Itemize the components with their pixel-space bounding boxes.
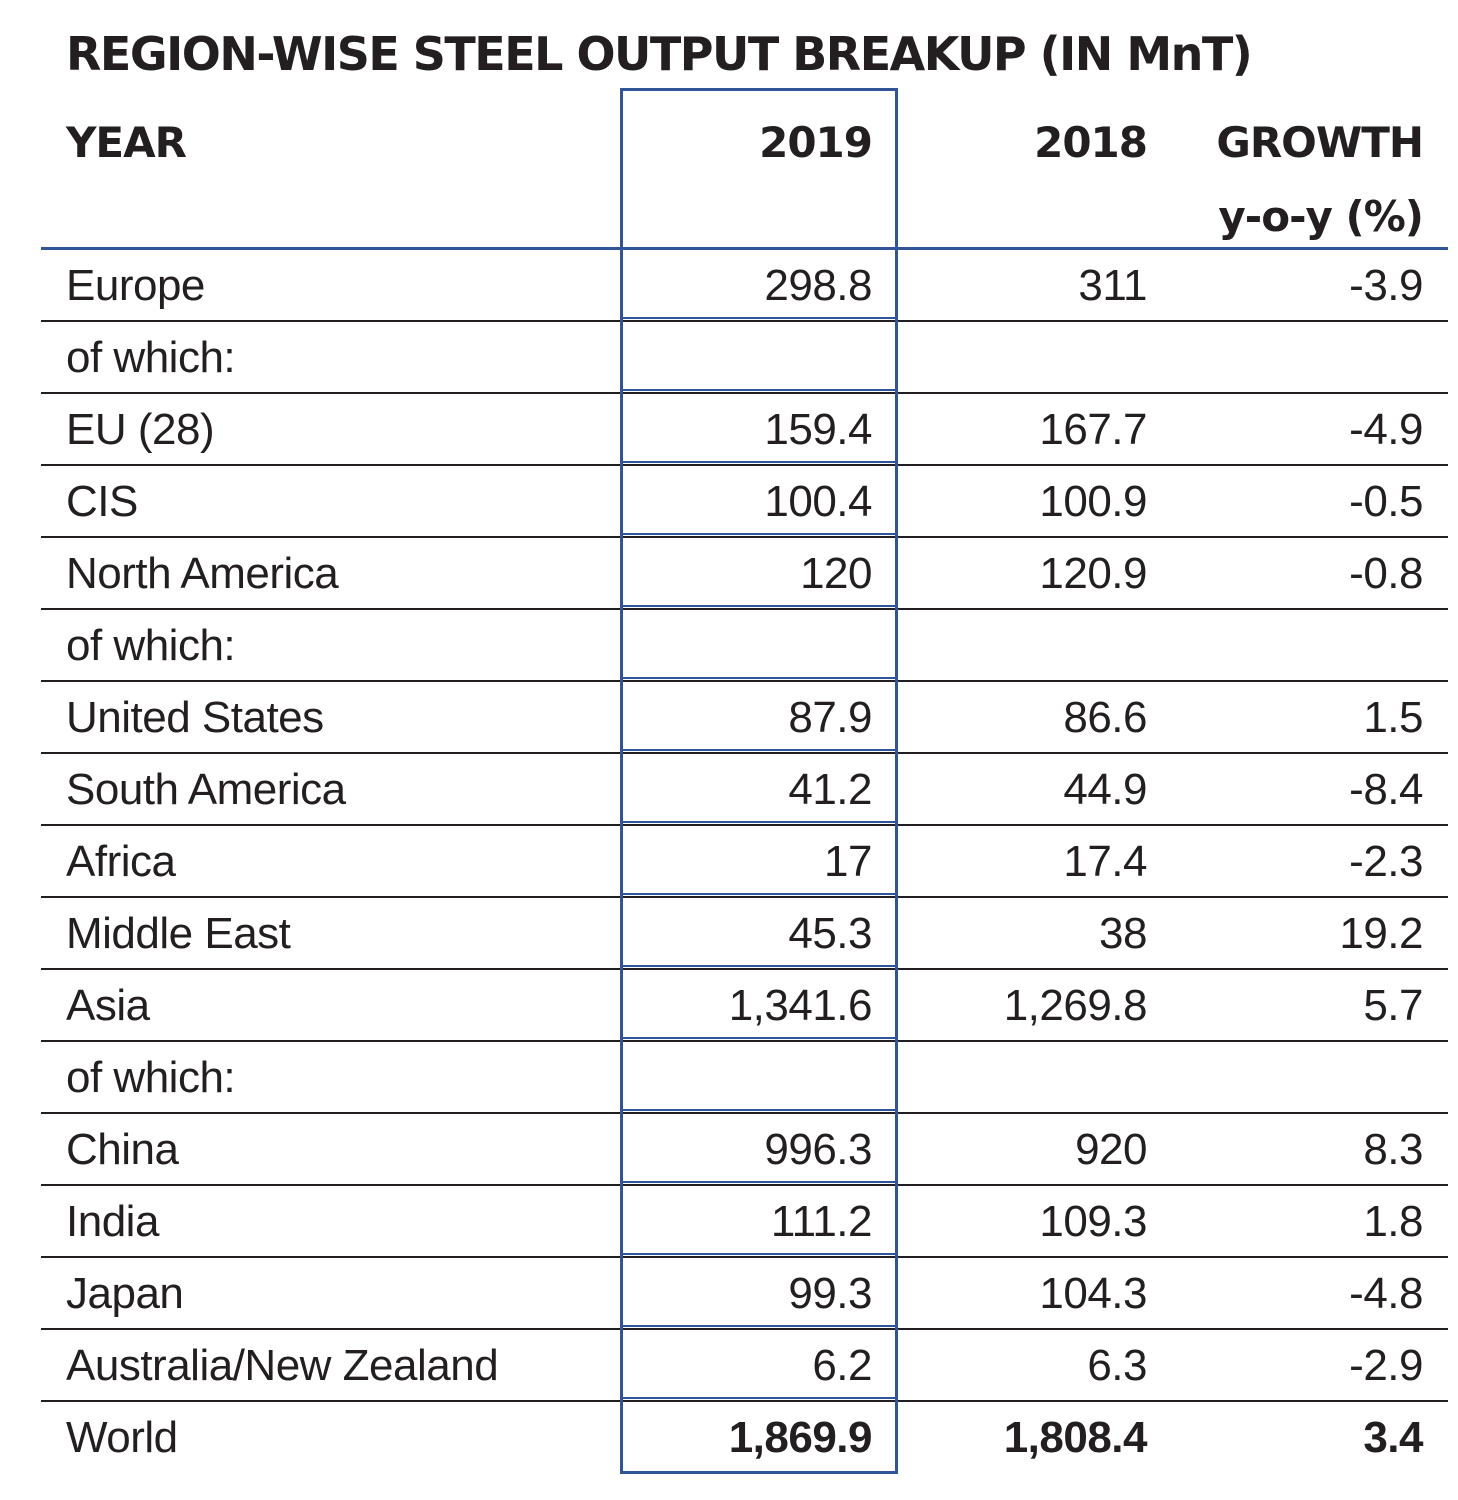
table-header: YEAR 2019 2018 GROWTH y-o-y (%) <box>41 88 1448 250</box>
value-2019-cell: 996.3 <box>764 1125 872 1174</box>
table-row: India 111.2 109.3 1.8 <box>41 1186 1448 1258</box>
table-row: of which: <box>41 610 1448 682</box>
growth-cell: 3.4 <box>1363 1413 1423 1462</box>
region-cell: Middle East <box>66 909 291 958</box>
region-cell: of which: <box>66 333 236 382</box>
value-2018-cell: 167.7 <box>1039 405 1147 454</box>
table-body: Europe 298.8 311 -3.9 of which: EU (28) … <box>41 250 1448 1475</box>
region-cell: North America <box>66 549 339 598</box>
value-2019-cell: 298.8 <box>764 261 872 310</box>
region-cell: United States <box>66 693 324 742</box>
value-2019-cell: 17 <box>824 837 872 886</box>
value-2018-cell: 1,269.8 <box>1003 981 1148 1030</box>
growth-cell: -8.4 <box>1349 765 1423 814</box>
table-row: Middle East 45.3 38 19.2 <box>41 898 1448 970</box>
table-row: Europe 298.8 311 -3.9 <box>41 250 1448 322</box>
value-2019-cell: 41.2 <box>788 765 872 814</box>
growth-cell: -4.8 <box>1349 1269 1423 1318</box>
region-cell: South America <box>66 765 346 814</box>
table-row: South America 41.2 44.9 -8.4 <box>41 754 1448 826</box>
table-row: Asia 1,341.6 1,269.8 5.7 <box>41 970 1448 1042</box>
table-row: North America 120 120.9 -0.8 <box>41 538 1448 610</box>
value-2018-cell: 1,808.4 <box>1003 1413 1148 1462</box>
table-row: Australia/New Zealand 6.2 6.3 -2.9 <box>41 1330 1448 1402</box>
value-2018-cell: 6.3 <box>1087 1341 1147 1390</box>
growth-cell: 8.3 <box>1363 1125 1423 1174</box>
growth-cell: -2.9 <box>1349 1341 1423 1390</box>
value-2018-cell: 100.9 <box>1039 477 1147 526</box>
growth-cell: -2.3 <box>1349 837 1423 886</box>
table-row: CIS 100.4 100.9 -0.5 <box>41 466 1448 538</box>
value-2019-cell: 100.4 <box>764 477 872 526</box>
value-2018-cell: 17.4 <box>1063 837 1147 886</box>
region-cell: China <box>66 1125 179 1174</box>
header-2019: 2019 <box>759 118 873 167</box>
region-cell: World <box>66 1413 178 1462</box>
growth-cell: -4.9 <box>1349 405 1423 454</box>
table-row: of which: <box>41 1042 1448 1114</box>
region-cell: Africa <box>66 837 176 886</box>
growth-cell: -3.9 <box>1349 261 1423 310</box>
table-row: Africa 17 17.4 -2.3 <box>41 826 1448 898</box>
value-2018-cell: 44.9 <box>1063 765 1147 814</box>
value-2018-cell: 311 <box>1078 261 1147 310</box>
growth-cell: 1.8 <box>1363 1197 1423 1246</box>
value-2018-cell: 120.9 <box>1039 549 1147 598</box>
region-cell: Europe <box>66 261 205 310</box>
value-2018-cell: 109.3 <box>1039 1197 1147 1246</box>
growth-cell: -0.8 <box>1349 549 1423 598</box>
table-row: EU (28) 159.4 167.7 -4.9 <box>41 394 1448 466</box>
region-cell: Japan <box>66 1269 184 1318</box>
value-2019-cell: 1,869.9 <box>728 1413 873 1462</box>
region-cell: of which: <box>66 1053 236 1102</box>
header-growth-unit: y-o-y (%) <box>1218 192 1424 241</box>
value-2018-cell: 38 <box>1099 909 1147 958</box>
table-row-total: World 1,869.9 1,808.4 3.4 <box>41 1402 1448 1475</box>
header-year: YEAR <box>66 118 187 167</box>
value-2019-cell: 120 <box>800 549 872 598</box>
region-cell: of which: <box>66 621 236 670</box>
value-2019-cell: 111.2 <box>770 1197 873 1246</box>
region-cell: EU (28) <box>66 405 215 454</box>
growth-cell: 19.2 <box>1339 909 1423 958</box>
region-cell: India <box>66 1197 159 1246</box>
table-row: Japan 99.3 104.3 -4.8 <box>41 1258 1448 1330</box>
value-2019-cell: 87.9 <box>788 693 872 742</box>
value-2019-cell: 159.4 <box>764 405 872 454</box>
growth-cell: 5.7 <box>1363 981 1423 1030</box>
region-cell: CIS <box>66 477 138 526</box>
value-2018-cell: 86.6 <box>1063 693 1147 742</box>
table-row: United States 87.9 86.6 1.5 <box>41 682 1448 754</box>
region-cell: Asia <box>66 981 150 1030</box>
growth-cell: -0.5 <box>1349 477 1423 526</box>
steel-output-table: YEAR 2019 2018 GROWTH y-o-y (%) Europe 2… <box>41 88 1448 1475</box>
value-2018-cell: 104.3 <box>1039 1269 1147 1318</box>
value-2019-cell: 1,341.6 <box>728 981 873 1030</box>
growth-cell: 1.5 <box>1363 693 1423 742</box>
table-row: China 996.3 920 8.3 <box>41 1114 1448 1186</box>
region-cell: Australia/New Zealand <box>66 1341 499 1390</box>
table-row: of which: <box>41 322 1448 394</box>
value-2019-cell: 99.3 <box>788 1269 872 1318</box>
header-2018: 2018 <box>1034 118 1148 167</box>
header-growth: GROWTH <box>1216 118 1424 167</box>
table-title: REGION-WISE STEEL OUTPUT BREAKUP (IN MnT… <box>66 27 1253 81</box>
value-2019-cell: 45.3 <box>788 909 872 958</box>
value-2018-cell: 920 <box>1075 1125 1147 1174</box>
value-2019-cell: 6.2 <box>812 1341 872 1390</box>
